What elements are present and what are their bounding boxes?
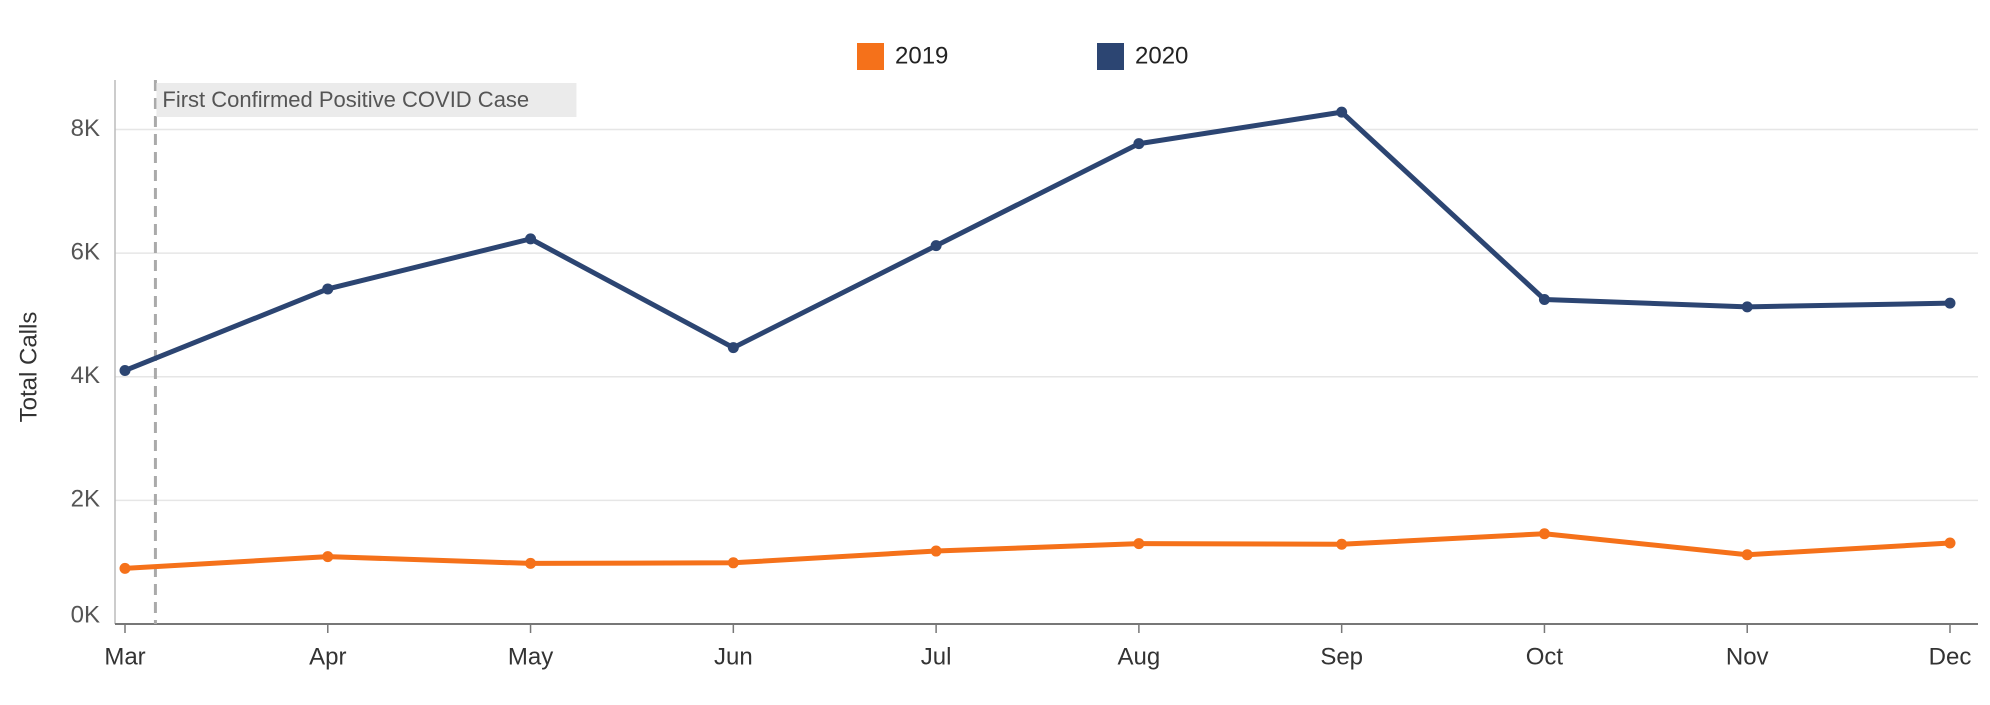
y-axis-title: Total Calls [15,312,42,423]
data-point[interactable] [322,551,334,563]
series-line-2020 [122,109,1953,374]
data-point[interactable] [1133,538,1145,550]
data-point[interactable] [727,342,739,354]
x-tick-label: Dec [1929,643,1972,670]
axes: 0K 2K 4K 6K 8K Mar Apr May Jun Jul Aug Sep Oct Nov Dec… [15,80,1978,670]
x-tick-label: Apr [309,643,346,670]
legend-item-2019[interactable]: 2019 [857,42,948,70]
gridlines [115,128,1978,502]
data-point[interactable] [1741,301,1753,313]
data-point[interactable] [727,557,739,569]
data-point[interactable] [1944,537,1956,549]
annotation-box [156,83,577,117]
data-point[interactable] [930,545,942,557]
legend-swatch [1097,43,1124,70]
y-tick-label: 2K [71,486,100,513]
data-point[interactable] [1336,106,1348,118]
data-point[interactable] [119,365,131,377]
x-tick-label: Sep [1320,643,1363,670]
legend-item-2020[interactable]: 2020 [1097,42,1188,70]
series [119,106,1956,574]
data-point[interactable] [1538,293,1550,305]
y-tick-label: 0K [71,601,100,628]
legend: 2019 2020 [857,42,1188,70]
data-point[interactable] [1538,528,1550,540]
y-tick-label: 6K [71,238,100,265]
x-tick-label: May [508,643,553,670]
data-point[interactable] [930,240,942,252]
legend-label: 2019 [895,42,948,69]
series-2020 [119,106,1956,377]
annotation-label: First Confirmed Positive COVID Case [162,87,529,112]
data-point[interactable] [1133,138,1145,150]
x-tick-label: Aug [1118,643,1161,670]
data-point[interactable] [525,557,537,569]
x-tick-label: Jun [714,643,753,670]
series-line-2019 [122,531,1953,571]
legend-label: 2020 [1135,42,1188,69]
x-tick-label: Oct [1526,643,1564,670]
y-tick-label: 4K [71,362,100,389]
data-point[interactable] [322,283,334,295]
annotation: First Confirmed Positive COVID Case [153,80,577,624]
legend-swatch [857,43,884,70]
data-point[interactable] [119,562,131,574]
y-tick-label: 8K [71,115,100,142]
x-tick-label: Mar [104,643,145,670]
x-tick-label: Jul [921,643,952,670]
data-point[interactable] [1741,549,1753,561]
x-tick-label: Nov [1726,643,1769,670]
data-point[interactable] [1944,297,1956,309]
series-2019 [119,528,1956,574]
data-point[interactable] [525,233,537,245]
data-point[interactable] [1336,538,1348,550]
